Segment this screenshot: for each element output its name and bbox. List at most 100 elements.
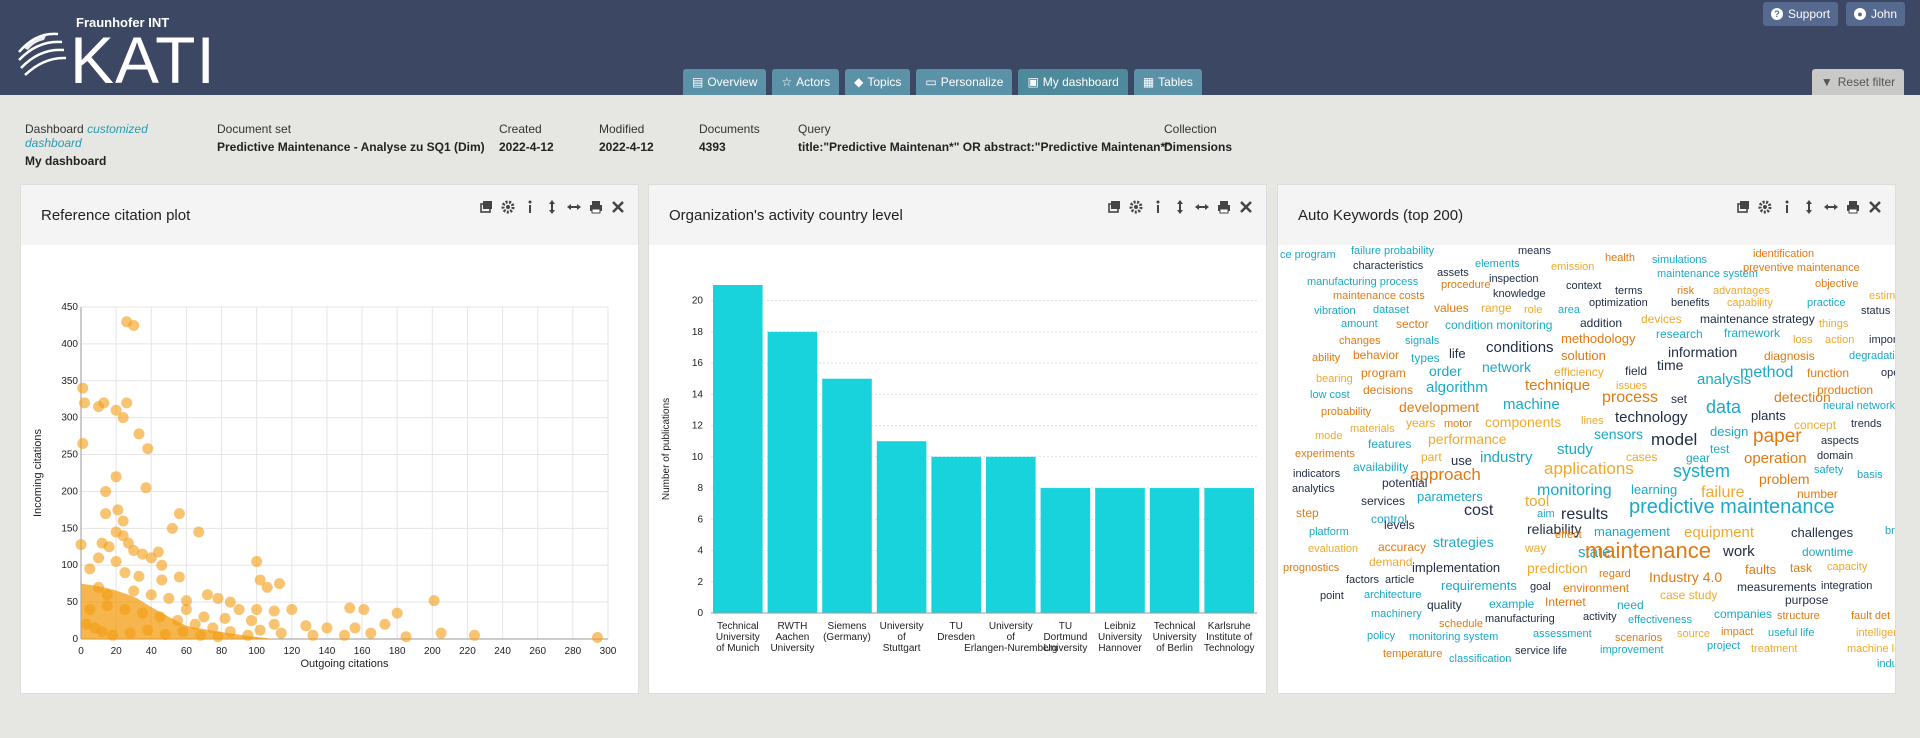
keyword[interactable]: signals	[1405, 334, 1440, 347]
keyword[interactable]: maintenance	[1585, 538, 1711, 563]
keyword[interactable]: probability	[1321, 405, 1372, 418]
keyword[interactable]: bearing	[1316, 372, 1353, 385]
keyword[interactable]: predictive maintenance	[1629, 496, 1835, 518]
keyword[interactable]: conditions	[1486, 338, 1554, 356]
keyword[interactable]: sensors	[1594, 426, 1644, 442]
gear-icon[interactable]	[1757, 199, 1773, 215]
keyword[interactable]: capability	[1727, 296, 1773, 309]
keyword[interactable]: step	[1296, 506, 1319, 520]
keyword[interactable]: risk	[1677, 284, 1695, 297]
keyword[interactable]: factors	[1346, 573, 1380, 586]
keyword[interactable]: downtime	[1802, 545, 1854, 559]
keyword[interactable]: example	[1489, 597, 1535, 611]
keyword[interactable]: sector	[1396, 317, 1429, 331]
keyword[interactable]: optimization	[1589, 296, 1648, 309]
keyword[interactable]: failure probability	[1351, 244, 1435, 257]
keyword[interactable]: model	[1651, 429, 1698, 449]
tab-topics[interactable]: ◆ Topics	[845, 69, 911, 95]
keyword[interactable]: vibration	[1314, 304, 1356, 317]
keyword[interactable]: development	[1399, 399, 1480, 415]
resize-vertical-icon[interactable]	[1172, 199, 1188, 215]
keyword[interactable]: changes	[1339, 334, 1381, 347]
keyword[interactable]: learning	[1631, 481, 1678, 497]
keyword[interactable]: companies	[1714, 607, 1773, 621]
keyword[interactable]: manufacturing	[1485, 612, 1555, 625]
keyword[interactable]: emission	[1551, 260, 1595, 273]
keyword[interactable]: services	[1361, 494, 1406, 508]
keyword[interactable]: algorithm	[1426, 378, 1488, 396]
gear-icon[interactable]	[1128, 199, 1144, 215]
keyword[interactable]: point	[1320, 589, 1344, 602]
keyword[interactable]: machine	[1503, 395, 1560, 413]
keyword[interactable]: way	[1525, 541, 1547, 555]
keyword[interactable]: objective	[1815, 277, 1859, 290]
keyword[interactable]: purpose	[1785, 593, 1829, 607]
keyword[interactable]: study	[1557, 440, 1593, 458]
keyword[interactable]: preventive maintenance	[1743, 261, 1860, 274]
keyword[interactable]: use	[1451, 452, 1472, 468]
keyword[interactable]: article	[1385, 573, 1415, 586]
close-icon[interactable]	[1238, 199, 1254, 215]
dashboard-tag[interactable]: customized dashboard	[25, 122, 148, 150]
keyword[interactable]: policy	[1367, 629, 1396, 642]
resize-vertical-icon[interactable]	[1801, 199, 1817, 215]
keyword[interactable]: platform	[1309, 525, 1349, 538]
keyword[interactable]: diagnosis	[1764, 349, 1815, 363]
info-icon[interactable]	[522, 199, 538, 215]
keyword[interactable]: analysis	[1697, 370, 1752, 388]
keyword[interactable]: advantages	[1713, 284, 1770, 297]
keyword[interactable]: improvement	[1600, 643, 1664, 656]
keyword[interactable]: condition monitoring	[1445, 318, 1553, 332]
keyword[interactable]: solution	[1561, 347, 1606, 363]
resize-vertical-icon[interactable]	[544, 199, 560, 215]
keyword[interactable]: production	[1817, 383, 1874, 397]
keyword[interactable]: requirements	[1441, 577, 1517, 593]
keyword[interactable]: state	[1578, 543, 1611, 561]
keyword[interactable]: experiments	[1295, 447, 1355, 460]
keyword[interactable]: cost	[1464, 502, 1494, 519]
user-button[interactable]: ● John	[1846, 2, 1906, 26]
keyword[interactable]: means	[1518, 244, 1552, 257]
keyword[interactable]: evaluation	[1308, 542, 1359, 555]
keyword[interactable]: set	[1671, 392, 1688, 406]
keyword[interactable]: Internet	[1545, 595, 1586, 609]
keyword[interactable]: implementation	[1412, 559, 1501, 575]
resize-horizontal-icon[interactable]	[566, 199, 582, 215]
keyword[interactable]: inspection	[1489, 272, 1539, 285]
keyword[interactable]: prognostics	[1283, 561, 1340, 574]
keyword[interactable]: practice	[1807, 296, 1846, 309]
tab-actors[interactable]: ☆ Actors	[772, 69, 840, 95]
keyword[interactable]: components	[1485, 414, 1562, 430]
keyword[interactable]: devices	[1641, 312, 1682, 326]
keyword[interactable]: aspects	[1821, 434, 1859, 447]
keyword[interactable]: tool	[1525, 492, 1550, 510]
print-icon[interactable]	[588, 199, 604, 215]
keyword[interactable]: technique	[1525, 376, 1591, 394]
keyword[interactable]: neural network	[1823, 399, 1896, 412]
keyword[interactable]: low cost	[1310, 388, 1350, 401]
support-button[interactable]: ? Support	[1763, 2, 1839, 26]
keyword[interactable]: equipment	[1684, 523, 1755, 541]
keyword[interactable]: task	[1790, 561, 1813, 575]
tab-my-dashboard[interactable]: ▣ My dashboard	[1018, 69, 1128, 95]
keyword[interactable]: indicators	[1293, 467, 1341, 480]
keyword[interactable]: performance	[1428, 431, 1507, 447]
keyword[interactable]: import	[1869, 333, 1895, 346]
keyword[interactable]: assessment	[1533, 627, 1592, 640]
keyword[interactable]: elements	[1475, 257, 1520, 270]
keyword[interactable]: system	[1673, 461, 1731, 481]
reset-filter-button[interactable]: ▼ Reset filter	[1812, 69, 1904, 95]
keyword[interactable]: goal	[1530, 580, 1551, 593]
keyword[interactable]: characteristics	[1353, 259, 1424, 272]
keyword[interactable]: materials	[1350, 422, 1395, 435]
keyword[interactable]: types	[1411, 351, 1440, 365]
duplicate-icon[interactable]	[478, 199, 494, 215]
keyword[interactable]: research	[1656, 327, 1703, 341]
keyword[interactable]: challenges	[1791, 524, 1854, 540]
keyword[interactable]: results	[1561, 506, 1609, 523]
keyword[interactable]: work	[1723, 542, 1755, 560]
keyword[interactable]: availability	[1353, 460, 1409, 474]
keyword[interactable]: area	[1558, 303, 1581, 316]
tab-personalize[interactable]: ▭ Personalize	[916, 69, 1013, 95]
keyword[interactable]: ability	[1312, 351, 1341, 364]
